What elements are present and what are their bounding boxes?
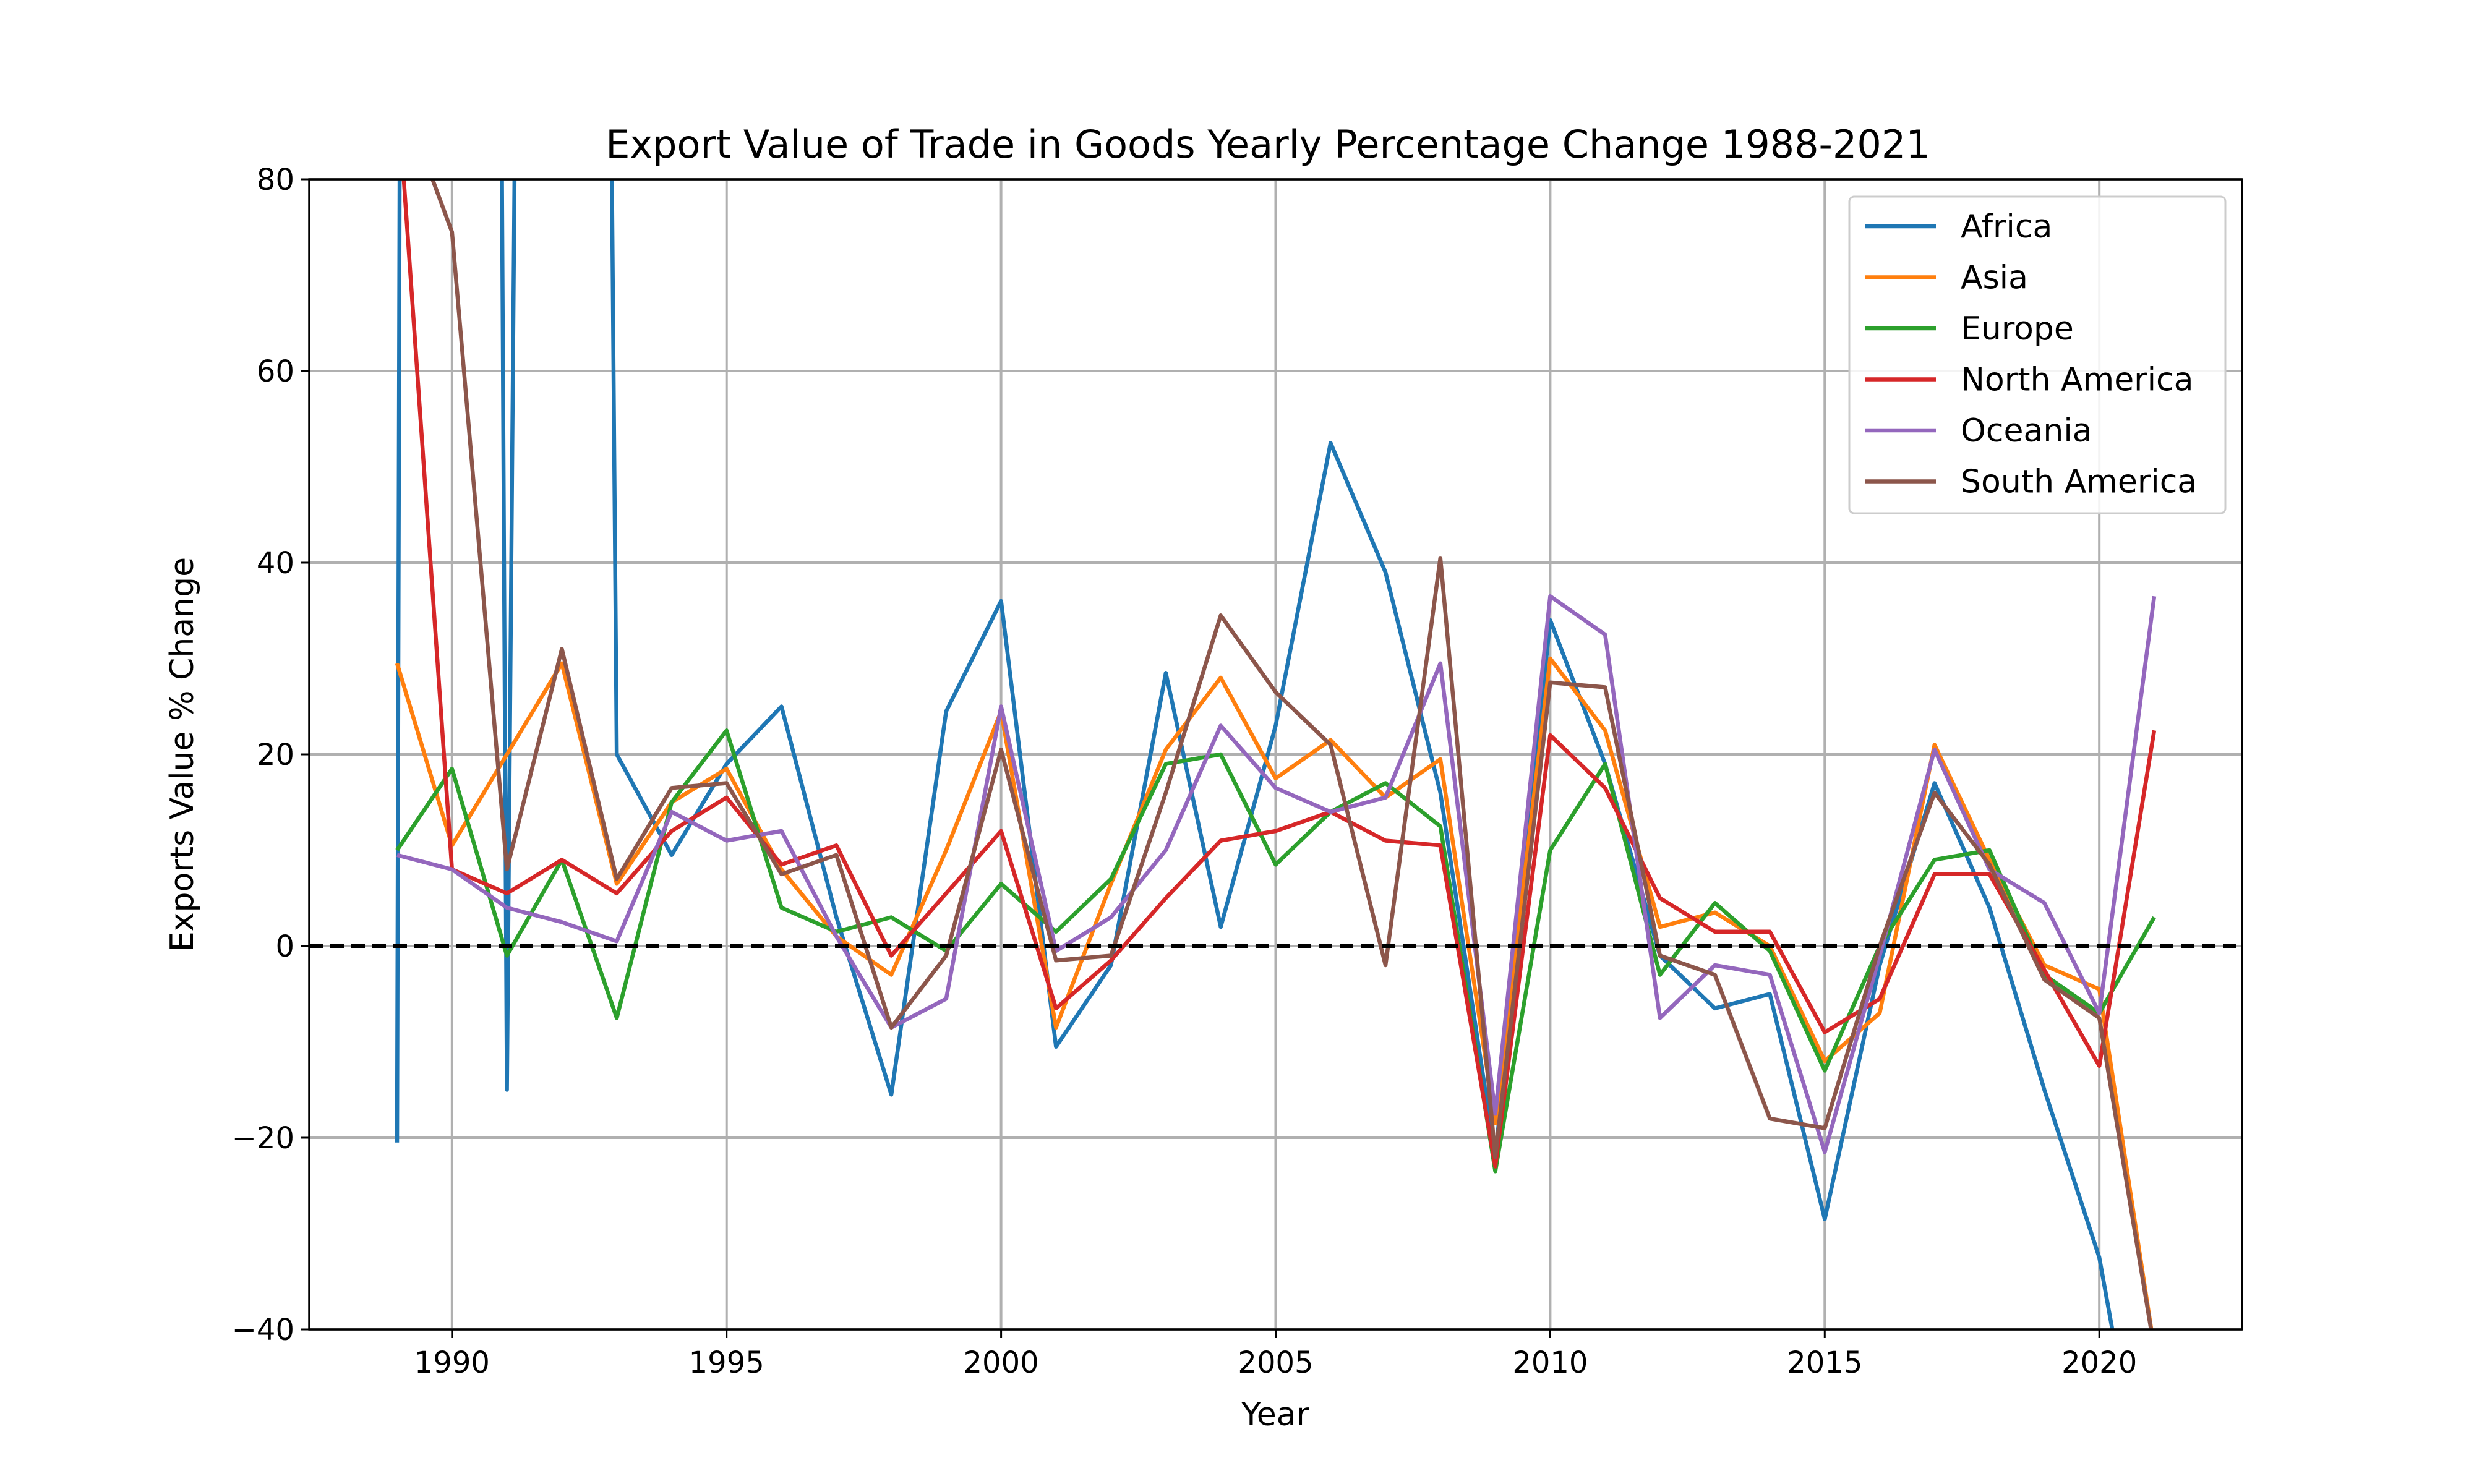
x-tick-label: 2015 [1787,1345,1862,1380]
x-tick-label: 2005 [1238,1345,1313,1380]
y-tick-label: −40 [232,1313,294,1347]
series-line-africa [395,179,2115,1329]
x-axis-label: Year [1241,1396,1310,1433]
series-line-europe [395,728,2156,1174]
legend-label-africa: Africa [1961,208,2052,245]
x-tick-label: 1990 [414,1345,490,1380]
legend-label-south-america: South America [1961,464,2197,501]
x-tick-label: 2020 [2061,1345,2137,1380]
legend: Africa Asia Europe North America Oceania Sout… [1848,195,2227,514]
y-tick-label: 80 [257,163,294,197]
y-tick-label: 0 [275,929,294,964]
legend-label-asia: Asia [1961,260,2028,297]
axis-ticks: 1990 1995 2000 2005 2010 2015 2020 −40 −20 0 20 40 6… [232,163,2138,1380]
y-tick-label: −20 [232,1121,294,1156]
series-line-asia [395,656,2154,1329]
legend-label-europe: Europe [1961,310,2074,348]
y-tick-label: 20 [257,738,294,772]
series-line-oceania [396,594,2157,1154]
legend-label-oceania: Oceania [1961,412,2092,450]
y-tick-label: 40 [257,546,294,581]
x-tick-label: 2000 [964,1345,1039,1380]
series-line-south-america [430,179,2154,1329]
x-tick-label: 1995 [689,1345,764,1380]
series-lines [395,179,2157,1329]
legend-label-north-america: North America [1961,362,2193,399]
y-tick-label: 60 [257,354,294,389]
chart-title: Export Value of Trade in Goods Yearly Pe… [606,122,1930,167]
legend-box [1848,195,2227,514]
y-axis-label: Exports Value % Change [164,557,201,952]
x-tick-label: 2010 [1512,1345,1588,1380]
